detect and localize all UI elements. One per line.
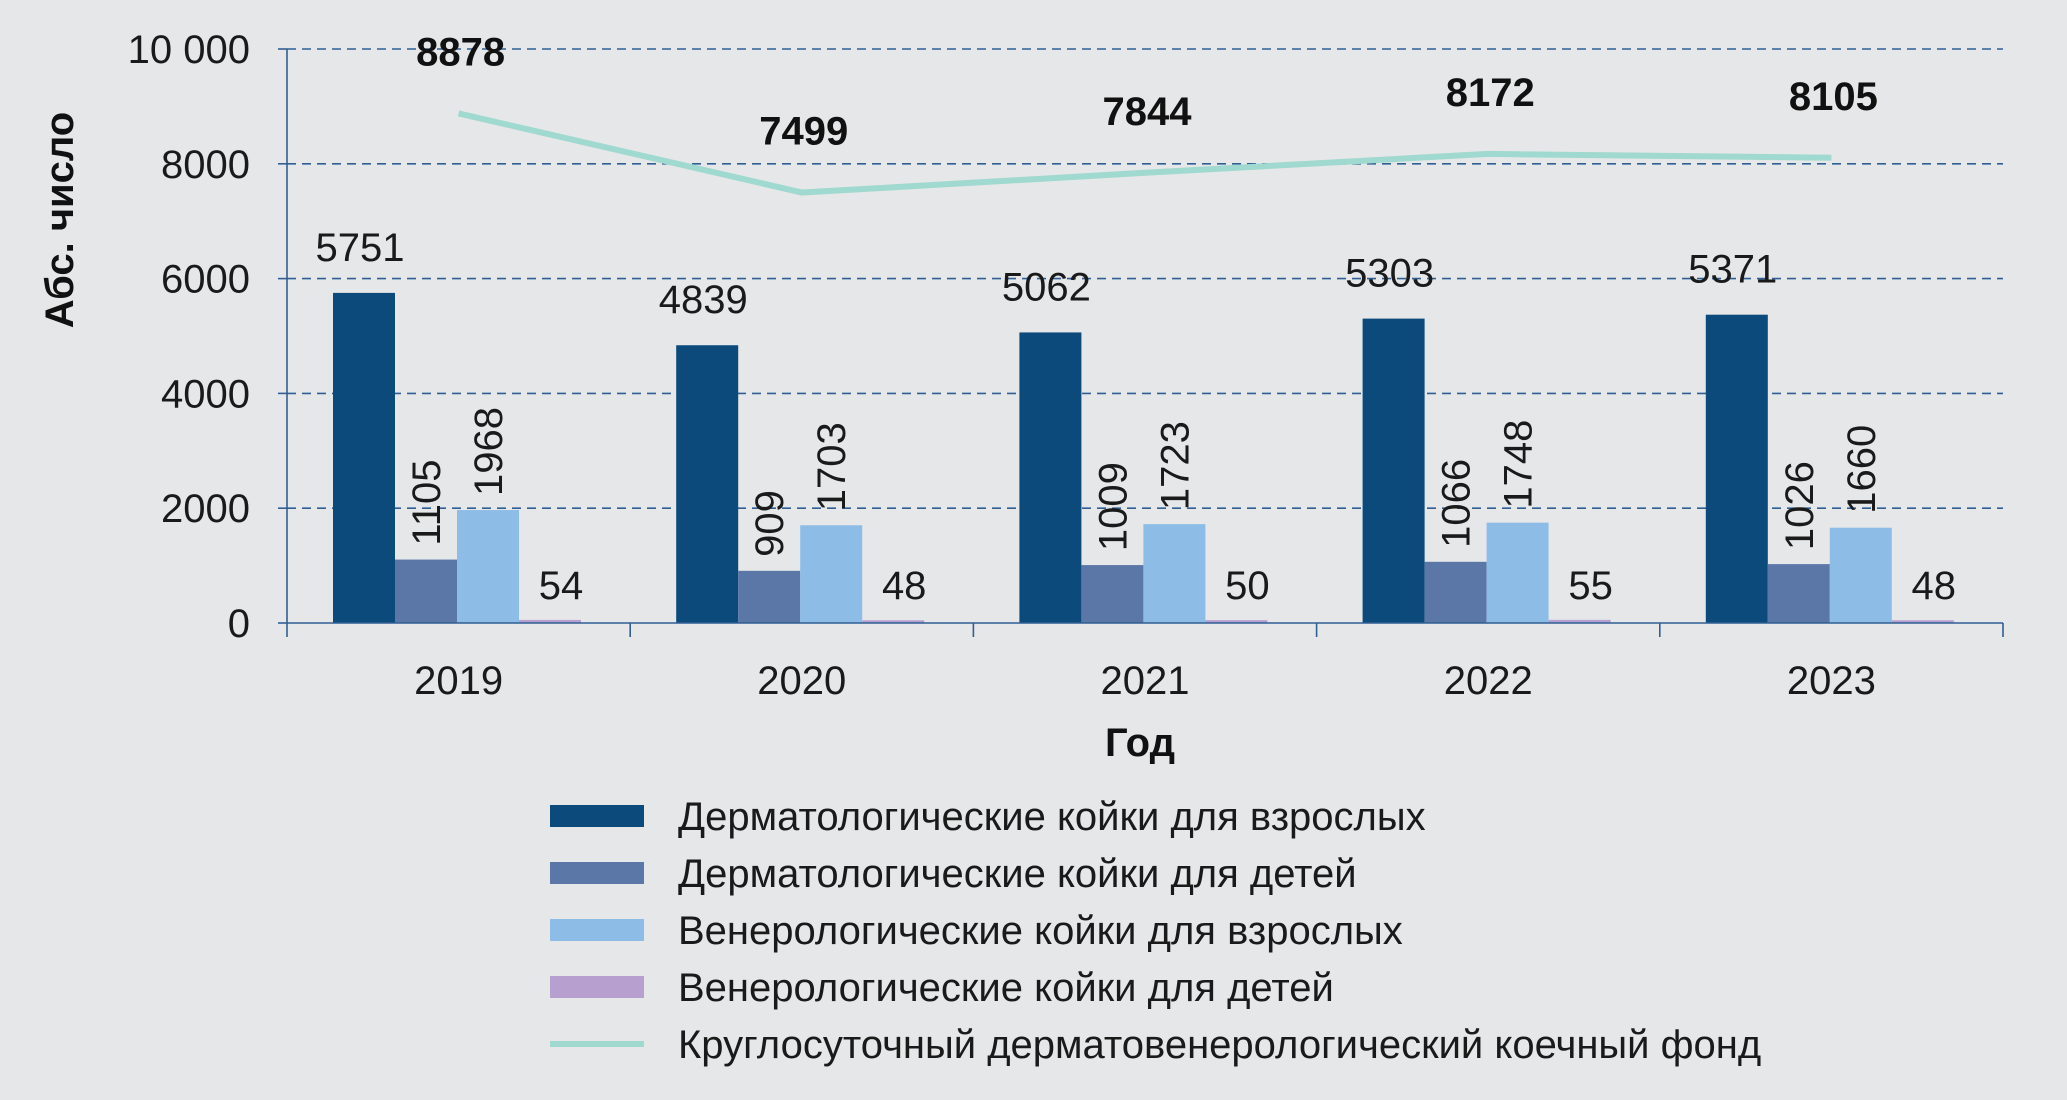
bar-1-2019	[333, 292, 395, 623]
total-line: 8878 7499 7844 8172 8105	[416, 30, 1878, 196]
bar-value-label: 1009	[1091, 462, 1135, 551]
bar-value-label: 1723	[1153, 421, 1197, 510]
bar-2-2019	[395, 559, 457, 623]
y-tick-label: 8000	[161, 143, 250, 187]
bar-3-2023	[1829, 527, 1892, 623]
x-axis-title: Год	[1105, 721, 1175, 765]
legend: Дерматологические койки для взрослых Дерм…	[550, 795, 1761, 1067]
legend-label: Венерологические койки для детей	[678, 966, 1334, 1010]
y-axis-title: Абс. число	[38, 112, 82, 328]
bar-value-label: 48	[882, 564, 927, 608]
line-value-label: 7844	[1103, 90, 1193, 134]
bar-value-label: 1660	[1840, 425, 1884, 514]
bar-4-2020	[862, 620, 925, 623]
bars	[333, 292, 1954, 623]
bar-value-label: 909	[748, 490, 792, 557]
bar-value-label: 5371	[1688, 248, 1777, 292]
bar-2-2023	[1767, 564, 1830, 623]
bar-3-2019	[457, 510, 519, 623]
bar-value-label: 5303	[1345, 252, 1434, 296]
bar-2-2022	[1424, 561, 1487, 623]
bar-value-label: 1748	[1497, 420, 1541, 509]
line-value-label: 8172	[1446, 71, 1535, 115]
legend-swatch	[550, 805, 644, 827]
legend-swatch-line	[550, 1041, 644, 1047]
y-tick-label: 6000	[161, 258, 250, 302]
x-tick-label: 2022	[1444, 659, 1533, 703]
line-value-label: 7499	[759, 110, 848, 154]
bar-3-2021	[1143, 524, 1206, 623]
bar-1-2020	[676, 345, 739, 623]
y-tick-label: 0	[228, 602, 250, 646]
bar-4-2021	[1205, 620, 1268, 623]
x-tick-label: 2021	[1101, 659, 1190, 703]
bar-value-label: 1105	[405, 460, 449, 546]
bar-value-label: 54	[539, 564, 584, 608]
legend-label: Круглосуточный дерматовенерологический к…	[678, 1023, 1761, 1067]
bar-2-2021	[1081, 565, 1144, 623]
legend-swatch	[550, 919, 644, 941]
legend-swatch	[550, 862, 644, 884]
bar-4-2019	[519, 619, 581, 623]
bar-1-2021	[1019, 332, 1082, 623]
y-tick-label: 10 000	[128, 28, 250, 72]
bar-value-label: 5062	[1002, 265, 1091, 309]
bar-value-label: 50	[1225, 564, 1270, 608]
y-axis-ticks: 0 2000 4000 6000 8000 10 000	[128, 28, 288, 646]
bar-value-label: 1703	[810, 422, 854, 511]
total-series-line	[457, 110, 1832, 196]
bar-1-2022	[1362, 318, 1425, 623]
bar-4-2022	[1548, 619, 1611, 623]
x-tick-label: 2023	[1787, 659, 1876, 703]
bar-value-label: 1066	[1435, 459, 1479, 548]
bar-value-label: 55	[1568, 564, 1613, 608]
bar-4-2023	[1891, 620, 1954, 623]
bar-3-2022	[1486, 522, 1549, 623]
x-tick-label: 2020	[757, 659, 846, 703]
data-labels: 5751 4839 5062 5303 5371 1105 909 1009 1066 1026 1…	[316, 226, 1957, 608]
x-tick-label: 2019	[414, 659, 503, 703]
bar-3-2020	[800, 525, 863, 623]
legend-label: Дерматологические койки для взрослых	[678, 795, 1426, 839]
legend-swatch	[550, 976, 644, 998]
bar-value-label: 5751	[316, 226, 405, 270]
bar-value-label: 1026	[1778, 461, 1822, 550]
y-tick-label: 2000	[161, 487, 250, 531]
legend-label: Дерматологические койки для детей	[678, 852, 1357, 896]
line-value-label: 8878	[416, 30, 505, 74]
x-axis-ticks: 2019 2020 2021 2022 2023	[414, 659, 1876, 703]
bar-2-2020	[738, 570, 801, 623]
bar-value-label: 1968	[467, 407, 511, 496]
y-tick-label: 4000	[161, 372, 250, 416]
legend-label: Венерологические койки для взрослых	[678, 909, 1403, 953]
bar-value-label: 4839	[659, 278, 748, 322]
bar-1-2023	[1705, 314, 1768, 623]
line-value-label: 8105	[1789, 75, 1878, 119]
bar-value-label: 48	[1912, 564, 1957, 608]
x-axis	[286, 622, 2004, 637]
